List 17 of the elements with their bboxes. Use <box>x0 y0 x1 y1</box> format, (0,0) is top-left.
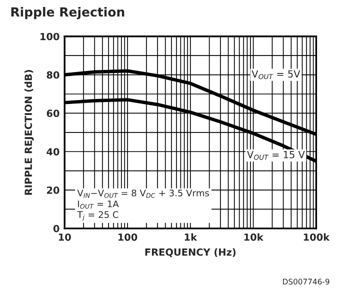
text: V$_{OUT}$ = 5V <box>252 70 300 80</box>
y-tick-label: 60 <box>46 110 60 118</box>
y-tick-label: 40 <box>46 148 60 156</box>
x-tick-label: 10 <box>58 233 71 241</box>
y-tick-label: 80 <box>46 71 60 79</box>
y-tick-label: 0 <box>53 224 60 232</box>
x-tick-label: 100k <box>304 233 330 241</box>
y-tick-label: 20 <box>46 186 60 194</box>
x-tick-label: 1k <box>184 233 198 241</box>
x-tick-label: 100 <box>118 233 138 241</box>
x-axis-title: FREQUENCY (Hz) <box>145 248 236 258</box>
text: V$_{IN}$−V$_{OUT}$ = 8 V$_{DC}$ + 3.5 Vrms I$_{OUT}$ = 1A T$_{j}$ = 25 C <box>77 190 209 221</box>
x-tick-label: 10k <box>244 233 264 241</box>
series-label: V$_{OUT}$ = 15 V <box>247 151 305 160</box>
y-tick-label: 100 <box>40 32 60 40</box>
chart-title: Ripple Rejection <box>11 6 124 20</box>
y-axis-title: RIPPLE REJECTION (dB) <box>24 70 34 195</box>
